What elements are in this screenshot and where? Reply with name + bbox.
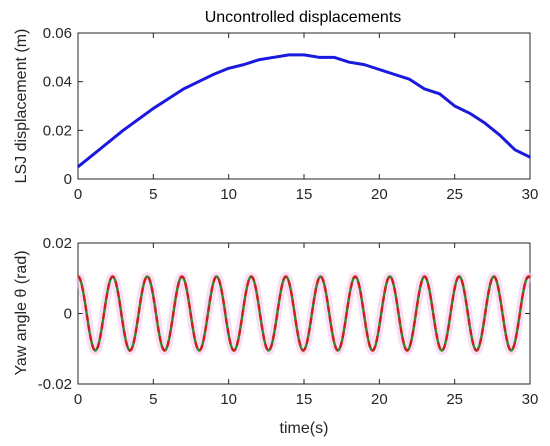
y-tick-label: 0.06: [43, 25, 72, 42]
bottom-x-ticks: 0 5 10 15 20 25 30: [74, 243, 539, 408]
displacement-data-point: [529, 156, 531, 158]
displacement-data-point: [303, 54, 305, 56]
displacement-series-line: [77, 53, 531, 168]
bottom-y-ticks: -0.02 0 0.02: [38, 235, 530, 393]
top-y-ticks: 0 0.02 0.04 0.06: [43, 25, 530, 188]
displacement-data-point: [182, 88, 185, 90]
displacement-data-point: [137, 118, 140, 121]
displacement-data-point: [348, 61, 351, 63]
bottom-panel: Yaw angle θ (rad) time(s) 0 5 10 15 20 25 30 -…: [13, 235, 538, 437]
displacement-data-point: [438, 93, 441, 95]
y-tick-label: 0.02: [43, 122, 72, 139]
x-tick-label: 10: [220, 391, 237, 408]
displacement-data-point: [408, 78, 411, 81]
displacement-data-point: [227, 67, 230, 70]
displacement-data-point: [242, 63, 245, 66]
x-tick-label: 15: [296, 391, 313, 408]
top-y-axis-label: LSJ displacement (m): [13, 29, 30, 184]
displacement-data-point: [393, 73, 396, 76]
displacement-data-point: [92, 153, 94, 156]
displacement-data-point: [423, 88, 426, 90]
y-tick-label: 0.04: [43, 74, 72, 91]
x-tick-label: 15: [296, 186, 313, 203]
bottom-series-group: [74, 271, 534, 356]
displacement-data-point: [378, 68, 381, 71]
top-panel: Uncontrolled displacements LSJ displacem…: [13, 9, 538, 203]
displacement-data-point: [484, 122, 486, 124]
displacement-data-point: [318, 56, 320, 59]
displacement-data-point: [514, 149, 516, 151]
yaw-series-halo: [74, 271, 534, 356]
displacement-data-point: [273, 56, 275, 59]
displacement-data-point: [167, 97, 170, 100]
x-tick-label: 25: [446, 186, 463, 203]
displacement-data-point: [499, 134, 501, 136]
x-tick-label: 10: [220, 186, 237, 203]
displacement-data-point: [212, 73, 215, 76]
y-tick-label: -0.02: [38, 376, 72, 393]
yaw-series-line-2: [77, 275, 531, 352]
displacement-data-point: [333, 56, 335, 59]
displacement-data-point: [77, 166, 79, 168]
y-tick-label: 0: [64, 306, 72, 323]
bottom-plot-frame: [77, 242, 531, 385]
displacement-data-point: [107, 141, 109, 144]
displacement-data-point: [152, 107, 155, 110]
x-tick-label: 20: [371, 391, 388, 408]
x-tick-label: 5: [149, 186, 157, 203]
displacement-data-point: [288, 54, 290, 56]
x-tick-label: 30: [522, 186, 539, 203]
x-tick-label: 0: [74, 186, 82, 203]
displacement-data-point: [453, 105, 456, 107]
y-tick-label: 0: [64, 171, 72, 188]
displacement-data-point: [122, 129, 124, 132]
y-tick-label: 0.02: [43, 235, 72, 252]
x-tick-label: 5: [149, 391, 157, 408]
bottom-x-axis-label: time(s): [280, 420, 329, 437]
top-series-group: [77, 53, 531, 168]
displacement-data-point: [197, 80, 200, 83]
chart-title: Uncontrolled displacements: [205, 9, 402, 26]
displacement-data-point: [468, 112, 471, 115]
x-tick-label: 30: [522, 391, 539, 408]
x-tick-label: 25: [446, 391, 463, 408]
top-x-ticks: 0 5 10 15 20 25 30: [74, 33, 539, 203]
x-tick-label: 20: [371, 186, 388, 203]
bottom-y-axis-label: Yaw angle θ (rad): [13, 250, 30, 375]
x-tick-label: 0: [74, 391, 82, 408]
displacement-data-point: [258, 58, 260, 61]
displacement-data-point: [363, 63, 366, 66]
